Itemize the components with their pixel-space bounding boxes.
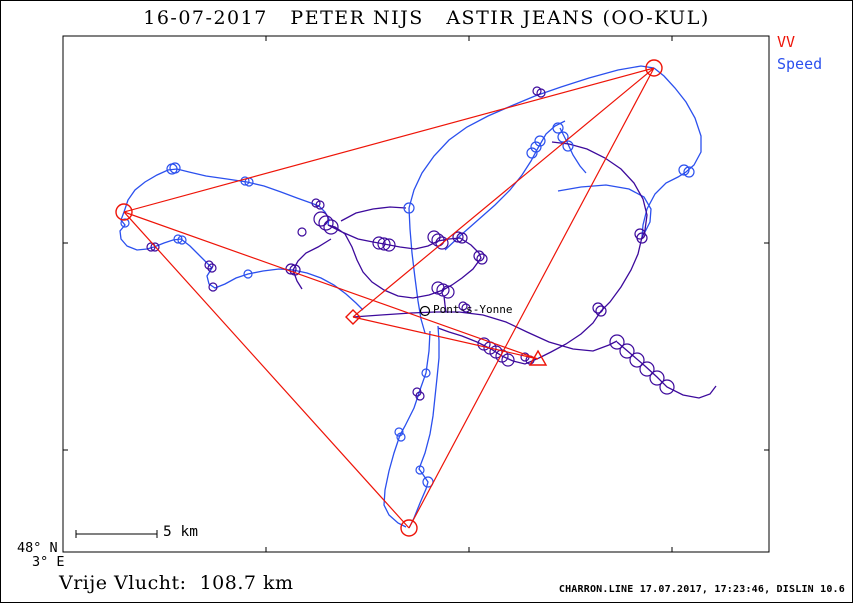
turnpoint-marker [400, 519, 418, 537]
legend-speed-label: Speed [777, 55, 823, 73]
thermal-circle [619, 343, 635, 359]
thermal-circle [169, 162, 181, 174]
start-marker [345, 309, 361, 325]
thermal-circle [659, 379, 675, 395]
latitude-label: 48° N [17, 540, 58, 556]
scalebar-label: 5 km [163, 524, 198, 540]
track-path [408, 325, 440, 529]
track-path [123, 168, 330, 226]
thermal-circle [150, 242, 160, 252]
thermal-circle [377, 237, 391, 251]
waypoint-marker [419, 305, 431, 317]
thermal-circle [318, 215, 334, 231]
track-path [557, 184, 652, 233]
track-path [559, 127, 587, 174]
thermal-circle [441, 285, 455, 299]
thermal-circle [636, 232, 648, 244]
thermal-circle [678, 164, 690, 176]
thermal-circle [243, 269, 253, 279]
thermal-circle [629, 352, 645, 368]
track-path [551, 141, 648, 239]
thermal-circle [435, 236, 449, 250]
task-leg [123, 211, 410, 529]
thermal-circle [313, 211, 329, 227]
flight-summary-text: Vrije Vlucht: 108.7 km [59, 572, 294, 594]
thermal-circle [297, 227, 307, 237]
thermal-circle [207, 263, 217, 273]
longitude-label: 3° E [32, 554, 65, 570]
thermal-circle [372, 236, 386, 250]
thermal-circle [557, 131, 569, 143]
waypoint-label: Pont-s-Yonne [433, 303, 513, 316]
thermal-circle [609, 334, 625, 350]
thermal-circle [456, 232, 468, 244]
track-path [340, 206, 407, 222]
track-path [352, 311, 618, 352]
track-path [119, 211, 364, 311]
thermal-circle [315, 200, 325, 210]
thermal-circle [204, 260, 214, 270]
thermal-circle [415, 391, 425, 401]
task-leg [352, 316, 539, 360]
thermal-circle [427, 230, 441, 244]
track-path [437, 327, 540, 365]
track-path [443, 295, 447, 313]
track-path [641, 67, 702, 238]
track-path [408, 65, 655, 209]
thermal-circle [396, 432, 406, 442]
thermal-circle [639, 361, 655, 377]
thermal-circle [240, 176, 250, 186]
thermal-circle [323, 219, 339, 235]
thermal-circle [501, 353, 515, 367]
thermal-circle [649, 370, 665, 386]
thermal-circle [415, 465, 425, 475]
thermal-circle [289, 264, 301, 276]
thermal-circle [562, 140, 574, 152]
track-path [538, 236, 643, 359]
track-path [444, 120, 566, 251]
task-leg [123, 67, 655, 213]
task-leg [352, 67, 655, 318]
thermal-circle [683, 166, 695, 178]
thermal-circle [421, 368, 431, 378]
plot-title: 16-07-2017 PETER NIJS ASTIR JEANS (OO-KU… [143, 7, 710, 29]
legend-vv-label: VV [777, 33, 796, 51]
task-leg [408, 67, 655, 529]
thermal-circle [552, 122, 564, 134]
finish-marker [528, 349, 548, 366]
task-leg [123, 211, 539, 360]
thermal-circle [403, 202, 415, 214]
thermal-circle [177, 235, 187, 245]
thermal-circle [530, 141, 542, 153]
thermal-circle [595, 305, 607, 317]
thermal-circle [536, 88, 546, 98]
thermal-circle [120, 218, 130, 228]
track-path [408, 207, 426, 334]
turnpoint-marker [115, 203, 133, 221]
thermal-circle [452, 231, 464, 243]
thermal-circle [173, 234, 183, 244]
thermal-circle [592, 302, 604, 314]
thermal-circle [534, 135, 546, 147]
thermal-circle [473, 250, 485, 262]
thermal-circle [461, 303, 471, 313]
thermal-circle [476, 253, 488, 265]
track-path [383, 330, 431, 528]
track-path [616, 341, 717, 399]
thermal-circle [208, 282, 218, 292]
thermal-circle [526, 147, 538, 159]
credit-text: CHARRON.LINE 17.07.2017, 17:23:46, DISLI… [558, 584, 845, 595]
track-path [292, 238, 332, 290]
thermal-circle [382, 238, 396, 252]
turnpoint-marker [645, 59, 663, 77]
thermal-circle [394, 427, 404, 437]
plot-frame [62, 35, 770, 553]
